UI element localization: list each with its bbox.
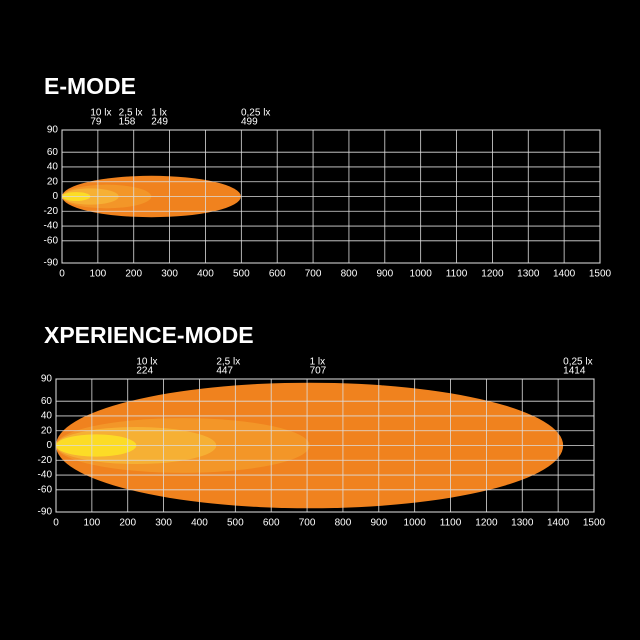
x-tick-label: 0: [59, 269, 65, 280]
x-tick-label: 500: [227, 518, 244, 529]
x-tick-label: 500: [233, 269, 250, 280]
x-tick-label: 100: [90, 269, 107, 280]
zone-distance: 158: [119, 117, 136, 128]
x-tick-label: 400: [191, 518, 208, 529]
y-tick-label: 20: [41, 425, 53, 436]
zone-label: 0,25 lx: [241, 108, 270, 119]
x-tick-label: 200: [125, 269, 142, 280]
zone-distance: 707: [310, 366, 327, 377]
x-tick-label: 1100: [440, 518, 462, 529]
x-tick-label: 1500: [583, 518, 606, 529]
zone-label: 1 lx: [310, 357, 326, 368]
x-tick-label: 800: [335, 518, 352, 529]
x-tick-label: 1000: [404, 518, 427, 529]
x-tick-label: 1200: [481, 269, 504, 280]
y-tick-label: -20: [44, 206, 59, 217]
y-tick-label: -60: [38, 484, 53, 495]
y-tick-label: -90: [38, 507, 53, 518]
y-tick-label: 40: [41, 411, 53, 422]
chart-title: XPERIENCE-MODE: [44, 322, 254, 348]
x-tick-label: 900: [370, 518, 387, 529]
zone-label: 10 lx: [90, 108, 111, 119]
x-tick-label: 1100: [446, 269, 468, 280]
x-tick-label: 700: [305, 269, 322, 280]
x-tick-label: 1200: [475, 518, 498, 529]
x-tick-label: 1500: [589, 269, 612, 280]
x-tick-label: 0: [53, 518, 59, 529]
y-tick-label: -40: [44, 221, 59, 232]
x-tick-label: 1300: [511, 518, 534, 529]
zone-label: 0,25 lx: [563, 357, 592, 368]
y-tick-label: 40: [47, 162, 59, 173]
x-tick-label: 1400: [547, 518, 570, 529]
y-tick-label: -20: [38, 455, 53, 466]
x-tick-label: 300: [155, 518, 172, 529]
zone-label: 1 lx: [151, 108, 167, 119]
zone-label: 10 lx: [136, 357, 157, 368]
y-tick-label: 60: [41, 396, 53, 407]
x-tick-label: 600: [269, 269, 286, 280]
zone-label: 2,5 lx: [119, 108, 143, 119]
x-tick-label: 1000: [410, 269, 433, 280]
x-tick-label: 400: [197, 269, 214, 280]
x-tick-label: 900: [376, 269, 393, 280]
zone-distance: 79: [90, 117, 102, 128]
y-tick-label: 0: [52, 191, 58, 202]
x-tick-label: 800: [341, 269, 358, 280]
x-tick-label: 1400: [553, 269, 576, 280]
x-tick-label: 600: [263, 518, 280, 529]
x-tick-label: 1300: [517, 269, 540, 280]
y-tick-label: 20: [47, 176, 59, 187]
y-tick-label: 90: [47, 125, 59, 136]
chart-title: E-MODE: [44, 73, 136, 99]
x-tick-label: 200: [119, 518, 136, 529]
y-tick-label: 0: [46, 440, 52, 451]
x-tick-label: 300: [161, 269, 178, 280]
y-tick-label: -90: [44, 258, 59, 269]
zone-distance: 224: [136, 366, 153, 377]
zone-distance: 249: [151, 117, 168, 128]
y-tick-label: 60: [47, 147, 59, 158]
x-tick-label: 100: [84, 518, 101, 529]
zone-label: 2,5 lx: [216, 357, 240, 368]
zone-distance: 499: [241, 117, 258, 128]
y-tick-label: -40: [38, 470, 53, 481]
y-tick-label: -60: [44, 235, 59, 246]
zone-distance: 1414: [563, 366, 586, 377]
x-tick-label: 700: [299, 518, 316, 529]
zone-distance: 447: [216, 366, 233, 377]
y-tick-label: 90: [41, 374, 53, 385]
